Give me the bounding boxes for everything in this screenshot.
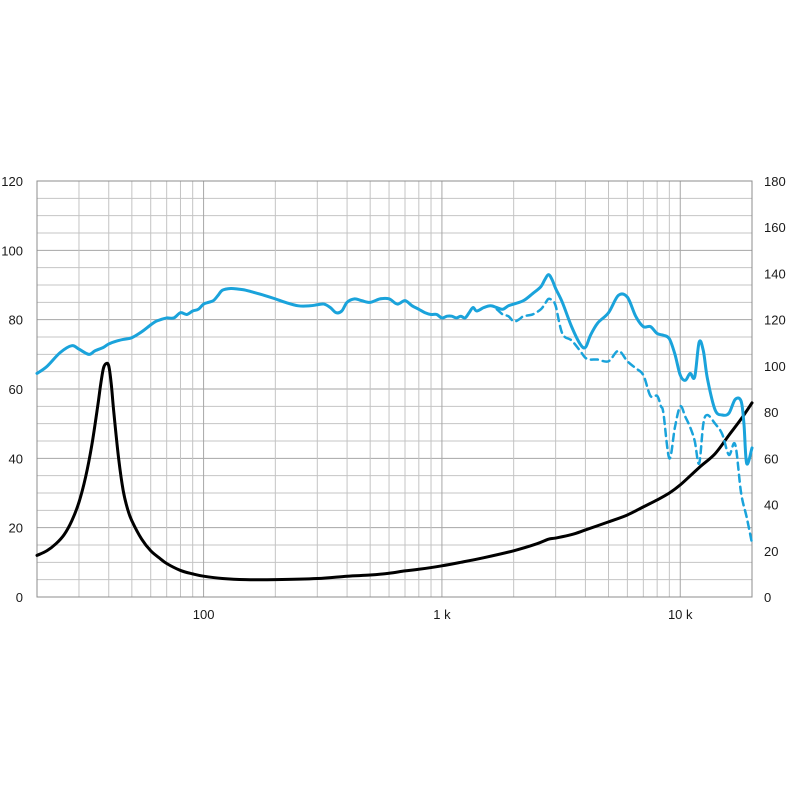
y-right-tick-label: 120 <box>764 313 786 328</box>
y-right-tick-label: 160 <box>764 220 786 235</box>
grid-lines <box>36 180 753 598</box>
y-right-tick-label: 180 <box>764 174 786 189</box>
y-right-tick-label: 20 <box>764 544 778 559</box>
y-right-tick-label: 60 <box>764 451 778 466</box>
y-left-tick-label: 100 <box>1 243 23 258</box>
spl-line <box>35 273 754 466</box>
y-left-tick-label: 40 <box>9 451 23 466</box>
spl-off-axis-line <box>495 297 754 545</box>
right-axis-tick-labels: 0 20 40 60 80 100 120 140 160 180 <box>764 174 786 605</box>
y-right-tick-label: 140 <box>764 266 786 281</box>
y-left-tick-label: 80 <box>9 313 23 328</box>
y-left-tick-label: 20 <box>9 521 23 536</box>
data-series <box>35 273 754 582</box>
x-tick-label: 100 <box>193 607 215 622</box>
impedance-line <box>35 361 754 582</box>
y-right-tick-label: 100 <box>764 359 786 374</box>
y-right-tick-label: 40 <box>764 498 778 513</box>
y-right-tick-label: 80 <box>764 405 778 420</box>
y-left-tick-label: 120 <box>1 174 23 189</box>
plot-frame <box>36 180 753 598</box>
x-tick-label: 10 k <box>668 607 693 622</box>
y-left-tick-label: 0 <box>16 590 23 605</box>
x-tick-label: 1 k <box>433 607 451 622</box>
x-axis-tick-labels: 100 1 k 10 k <box>193 607 693 622</box>
left-axis-tick-labels: 0 20 40 60 80 100 120 <box>1 174 23 605</box>
y-right-tick-label: 0 <box>764 590 771 605</box>
y-left-tick-label: 60 <box>9 382 23 397</box>
